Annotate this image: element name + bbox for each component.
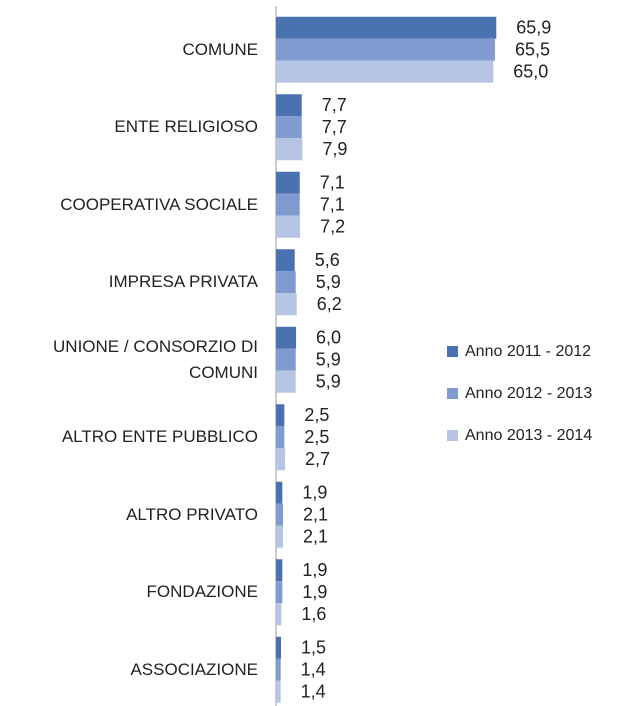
value-label: 1,4 [301,660,326,680]
bar [276,636,282,659]
value-label: 5,9 [316,350,341,370]
category-label: IMPRESA PRIVATA [108,272,258,292]
bar [276,370,296,393]
category-label: ALTRO ENTE PUBBLICO [61,427,258,447]
bar [276,525,284,548]
value-label: 7,2 [320,217,345,237]
value-label: 2,5 [304,405,329,425]
value-label: 1,9 [302,483,327,503]
value-label: 1,5 [301,638,326,658]
value-label: 2,1 [303,527,328,547]
bar [276,138,303,161]
bar [276,326,297,349]
value-label: 1,6 [301,604,326,624]
value-label: 5,9 [316,372,341,392]
value-label: 6,0 [316,328,341,348]
bar [276,559,283,582]
legend-label: Anno 2013 - 2014 [465,427,592,444]
value-label: 7,1 [320,173,345,193]
bar [276,193,300,216]
category-label: COMUNE [182,39,258,59]
bar [276,481,283,504]
bar [276,426,285,449]
legend-swatch [447,346,458,357]
category-label: FONDAZIONE [146,582,258,602]
bar [276,404,285,427]
bar [276,171,300,194]
bar [276,680,281,703]
bar [276,60,494,83]
value-label: 7,7 [322,117,347,137]
value-label: 7,9 [322,139,347,159]
value-label: 65,5 [515,40,550,60]
value-label: 2,1 [303,505,328,525]
bar [276,16,497,39]
bar [276,348,296,371]
bar [276,249,295,272]
bar [276,271,296,294]
value-label: 7,7 [322,95,347,115]
value-label: 2,5 [304,427,329,447]
value-label: 5,9 [316,272,341,292]
value-label: 5,6 [315,250,340,270]
value-label: 7,1 [320,195,345,215]
value-label: 2,7 [305,449,330,469]
legend-swatch [447,430,458,441]
category-label: COOPERATIVA SOCIALE [60,194,258,214]
bar [276,293,297,316]
bar [276,658,281,681]
category-label: ALTRO PRIVATO [126,504,258,524]
bar [276,581,283,604]
value-label: 65,9 [516,18,551,38]
bar [276,503,284,526]
bar [276,94,302,117]
bar [276,215,301,238]
value-label: 1,9 [302,560,327,580]
value-label: 1,9 [302,582,327,602]
bar [276,603,282,626]
value-label: 65,0 [513,62,548,82]
value-label: 1,4 [301,682,326,702]
legend-label: Anno 2011 - 2012 [465,343,591,360]
category-label: ASSOCIAZIONE [130,659,258,679]
legend-swatch [447,388,458,399]
bar [276,38,495,61]
bar [276,448,286,471]
value-label: 6,2 [317,294,342,314]
category-label: ENTE RELIGIOSO [114,117,258,137]
legend-label: Anno 2012 - 2013 [465,385,592,402]
bar [276,116,302,139]
category-label: UNIONE / CONSORZIO DI COMUNI [53,336,258,382]
